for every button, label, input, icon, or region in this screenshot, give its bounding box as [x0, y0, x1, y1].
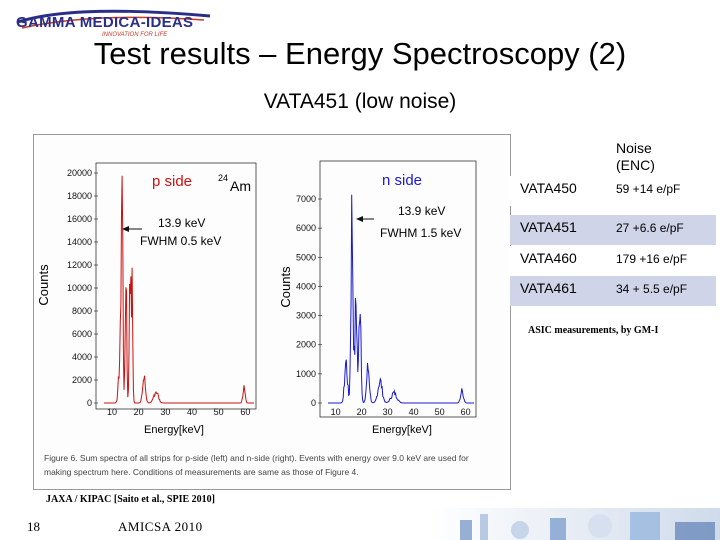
- n-side-ytick-label: 2000: [296, 340, 316, 350]
- n-side-ytick-label: 7000: [296, 194, 316, 204]
- asic-note: ASIC measurements, by GM-I: [528, 325, 659, 336]
- noise-value: 34 + 5.5 e/pF: [616, 282, 688, 296]
- footer-banner-graphic-icon: [430, 508, 720, 540]
- footer-event-name: AMICSA 2010: [118, 519, 203, 534]
- p-side-ytick-label: 8000: [72, 306, 92, 316]
- chip-name: VATA450: [520, 180, 577, 196]
- logo-tagline: INNOVATION FOR LIFE: [102, 32, 168, 38]
- n-side-xtick-label: 40: [409, 407, 419, 417]
- p-side-ytick-label: 20000: [67, 168, 92, 178]
- n-side-xtick-label: 60: [461, 407, 471, 417]
- noise-value: 27 +6.6 e/pF: [616, 221, 684, 235]
- n-side-xtick-label: 50: [435, 407, 445, 417]
- n-side-ytick-label: 6000: [296, 223, 316, 233]
- p-side-xtick-label: 50: [214, 407, 224, 417]
- n-side-label: n side: [382, 172, 422, 189]
- n-side-xtick-label: 30: [383, 407, 393, 417]
- n-side-ytick-label: 3000: [296, 311, 316, 321]
- table-row: VATA461 34 + 5.5 e/pF: [510, 276, 716, 306]
- noise-table-header: Noise (ENC): [616, 140, 655, 174]
- p-side-ytick-label: 16000: [67, 214, 92, 224]
- n-side-ytick-label: 5000: [296, 252, 316, 262]
- n-side-spectrum-line: [328, 194, 474, 404]
- logo-name: GAMMA MEDICA-IDEAS: [16, 14, 194, 31]
- chip-name: VATA460: [520, 250, 577, 266]
- p-side-xtick-label: 60: [240, 407, 250, 417]
- p-side-peak-energy: 13.9 keV: [158, 216, 205, 230]
- chip-name: VATA461: [520, 280, 577, 296]
- n-side-xlabel: Energy[keV]: [372, 424, 432, 436]
- p-side-ytick-label: 10000: [67, 283, 92, 293]
- n-side-xtick-label: 20: [357, 407, 367, 417]
- p-side-fwhm: FWHM 0.5 keV: [140, 234, 221, 248]
- p-side-xlabel: Energy[keV]: [144, 424, 204, 436]
- n-side-ylabel: Counts: [278, 266, 293, 308]
- p-side-xtick-label: 30: [160, 407, 170, 417]
- table-row: VATA460 179 +16 e/pF: [510, 246, 716, 276]
- n-side-ytick-label: 0: [311, 398, 316, 408]
- noise-header-line2: (ENC): [616, 157, 655, 173]
- n-side-fwhm: FWHM 1.5 keV: [380, 226, 461, 240]
- table-row: VATA451 27 +6.6 e/pF: [510, 215, 716, 245]
- p-side-ytick-label: 14000: [67, 237, 92, 247]
- p-side-ytick-label: 4000: [72, 352, 92, 362]
- footer-decorative-banner: [430, 508, 720, 540]
- figure-credit: JAXA / KIPAC [Saito et al., SPIE 2010]: [46, 494, 215, 505]
- slide-subtitle: VATA451 (low noise): [263, 90, 457, 113]
- p-side-ytick-label: 6000: [72, 329, 92, 339]
- page-number: 18: [27, 519, 40, 534]
- p-side-ytick-label: 0: [87, 398, 92, 408]
- spectrum-figure: 20000 18000 16000 14000 12000 10000 8000 6000 40…: [33, 134, 511, 490]
- p-side-arrow-icon: [122, 226, 142, 232]
- n-side-peak-energy: 13.9 keV: [398, 204, 445, 218]
- n-side-ytick-label: 1000: [296, 369, 316, 379]
- p-side-isotope-mass: 24: [218, 173, 228, 183]
- chip-name: VATA451: [520, 219, 577, 235]
- noise-value: 59 +14 e/pF: [616, 182, 681, 196]
- p-side-label: p side: [152, 173, 192, 190]
- company-logo: GAMMA MEDICA-IDEAS INNOVATION FOR LIFE: [14, 6, 211, 40]
- p-side-xtick-label: 20: [134, 407, 144, 417]
- p-side-isotope: Am: [230, 178, 251, 194]
- p-side-ytick-label: 12000: [67, 260, 92, 270]
- table-row: VATA450 59 +14 e/pF: [510, 176, 716, 206]
- p-side-plot: 2000018000160001400012000100008000600040…: [36, 162, 257, 436]
- p-side-ytick-label: 18000: [67, 191, 92, 201]
- n-side-xtick-label: 10: [331, 407, 341, 417]
- n-side-arrow-icon: [356, 216, 374, 222]
- p-side-xtick-label: 40: [187, 407, 197, 417]
- noise-value: 179 +16 e/pF: [616, 252, 688, 266]
- p-side-xtick-label: 10: [107, 407, 117, 417]
- logo-swoosh-icon: [17, 9, 211, 29]
- n-side-ytick-label: 4000: [296, 281, 316, 291]
- n-side-plot: 7000 6000 5000 4000 3000 2000 1000 0 10 20 30 40 50…: [278, 160, 477, 436]
- noise-header-line1: Noise: [616, 140, 652, 156]
- figure-caption-line1: Figure 6. Sum spectra of all strips for …: [44, 453, 469, 463]
- p-side-ylabel: Counts: [36, 264, 51, 306]
- figure-caption-line2: making spectrum here. Conditions of meas…: [44, 467, 359, 477]
- n-side-plot-frame: [319, 160, 477, 418]
- p-side-ytick-label: 2000: [72, 375, 92, 385]
- p-side-plot-frame: [95, 162, 257, 410]
- p-side-spectrum-line: [104, 175, 254, 404]
- slide-title: Test results – Energy Spectroscopy (2): [93, 36, 627, 71]
